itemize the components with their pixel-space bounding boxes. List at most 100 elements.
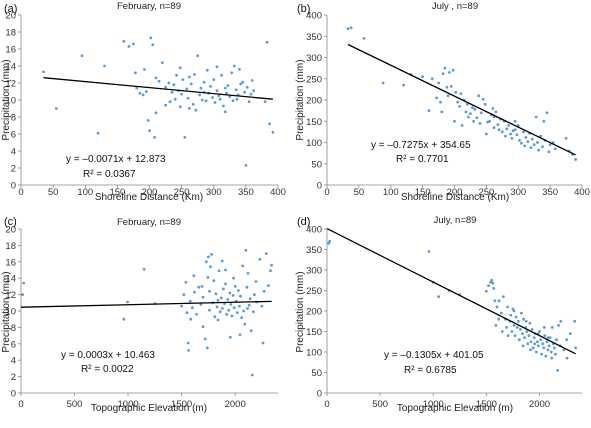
data-point (509, 132, 512, 136)
data-point (513, 334, 517, 337)
data-point (153, 136, 157, 139)
y-tick-label: 200 (306, 307, 322, 318)
data-point (497, 317, 500, 321)
data-point (539, 338, 542, 342)
data-point (529, 348, 532, 352)
x-tick-label: 2000 (529, 399, 550, 410)
y-tick-label: 300 (306, 53, 322, 64)
data-point (243, 90, 247, 94)
r-squared: R² = 0.0367 (83, 169, 136, 180)
x-tick-label: 400 (270, 187, 286, 198)
data-point (530, 137, 534, 141)
data-point (548, 336, 552, 339)
data-point (269, 269, 272, 273)
data-point (497, 128, 501, 132)
data-point (536, 141, 539, 144)
data-point (197, 285, 201, 289)
data-point (510, 330, 514, 333)
y-tick-label: 20 (5, 11, 16, 22)
data-point (559, 319, 563, 323)
data-point (527, 334, 531, 337)
data-point (511, 307, 515, 311)
x-tick-label: 100 (383, 187, 399, 198)
data-point (522, 317, 525, 321)
data-point (213, 315, 217, 319)
data-point (224, 282, 227, 286)
y-tick-label: 300 (306, 266, 322, 277)
data-point (465, 102, 469, 106)
data-point (248, 297, 252, 301)
data-point (194, 108, 198, 112)
data-point (494, 110, 498, 114)
data-point (230, 314, 234, 318)
y-tick-label: 8 (11, 113, 16, 124)
data-point (216, 298, 220, 302)
data-point (225, 91, 229, 95)
y-axis-label: Precipitation (mm) (295, 271, 306, 352)
data-point (191, 102, 195, 106)
data-point (229, 303, 233, 306)
data-point (238, 68, 241, 71)
data-point (507, 124, 511, 127)
data-point (132, 42, 135, 46)
data-point (225, 312, 229, 316)
data-point (534, 115, 538, 119)
panel-c-february-elevation: 0 2 4 6 8 10 12 14 16 18 20 0 500 1000 1500 2000 (c) Febr… (1, 216, 278, 414)
data-point (232, 276, 236, 280)
data-point (228, 95, 232, 98)
data-point (437, 295, 440, 298)
data-point (232, 306, 236, 310)
data-point (226, 84, 230, 87)
data-point (208, 289, 211, 293)
data-point (505, 127, 509, 131)
data-point (547, 344, 551, 348)
data-point (231, 99, 235, 103)
data-point (525, 330, 529, 333)
data-point (520, 141, 523, 145)
data-point (554, 352, 557, 356)
y-tick-label: 0 (317, 389, 322, 400)
data-point (564, 136, 568, 140)
data-point (262, 289, 266, 293)
data-point (42, 70, 45, 74)
y-tick-label: 14 (5, 62, 16, 73)
data-point (349, 26, 353, 30)
data-point (161, 61, 164, 64)
y-tick-label: 16 (5, 45, 16, 56)
data-point (200, 285, 204, 288)
data-point (471, 106, 474, 109)
y-axis-label: Precipitation (mm) (1, 59, 12, 140)
panel-letter: (d) (297, 216, 310, 228)
data-point (427, 250, 431, 253)
data-point (239, 294, 242, 298)
data-point (491, 281, 495, 285)
data-point (481, 97, 485, 101)
data-point (533, 342, 537, 346)
data-point (516, 319, 520, 323)
y-tick-label: 350 (306, 32, 322, 43)
data-point (223, 86, 227, 90)
data-point (167, 81, 171, 85)
data-point (267, 284, 270, 287)
y-tick-label: 4 (11, 147, 16, 158)
data-point (242, 309, 246, 313)
data-point (205, 346, 209, 350)
x-tick-label: 1000 (423, 399, 444, 410)
data-point (549, 350, 553, 354)
data-point (517, 338, 521, 342)
data-point (201, 295, 205, 299)
data-point (148, 129, 151, 133)
data-point (243, 322, 247, 326)
data-point (164, 85, 168, 89)
data-point (504, 134, 507, 138)
data-point (144, 90, 148, 93)
r-squared: R² = 0.0022 (81, 364, 134, 375)
data-point (490, 278, 494, 282)
x-tick-label: 0 (324, 399, 329, 410)
x-tick-label: 1500 (171, 399, 192, 410)
x-tick-label: 150 (415, 187, 431, 198)
y-tick-label: 12 (5, 290, 16, 301)
data-point (193, 73, 196, 76)
data-point (529, 146, 533, 150)
y-tick-label: 18 (5, 28, 16, 39)
